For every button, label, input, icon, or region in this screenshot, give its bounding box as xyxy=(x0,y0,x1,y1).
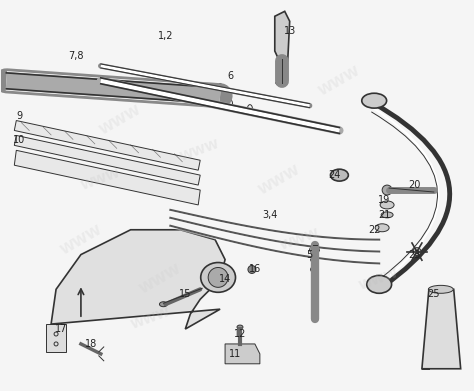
Polygon shape xyxy=(14,150,200,205)
Text: WWW: WWW xyxy=(278,226,321,253)
Polygon shape xyxy=(275,11,290,66)
Ellipse shape xyxy=(381,212,393,218)
Text: 9: 9 xyxy=(16,111,22,120)
Text: 24: 24 xyxy=(328,170,341,180)
FancyArrowPatch shape xyxy=(372,107,438,283)
Polygon shape xyxy=(14,120,200,170)
Ellipse shape xyxy=(159,302,167,307)
Text: WWW: WWW xyxy=(79,167,122,193)
Text: 10: 10 xyxy=(13,135,26,145)
Text: WWW: WWW xyxy=(179,137,222,163)
Polygon shape xyxy=(14,135,200,185)
Text: WWW: WWW xyxy=(256,163,303,197)
Ellipse shape xyxy=(337,127,341,133)
Text: 20: 20 xyxy=(408,180,420,190)
Ellipse shape xyxy=(380,201,394,209)
Ellipse shape xyxy=(201,262,236,292)
Polygon shape xyxy=(422,289,461,369)
Text: 25: 25 xyxy=(428,289,440,299)
Polygon shape xyxy=(225,344,260,364)
Text: 14: 14 xyxy=(219,274,231,284)
Ellipse shape xyxy=(428,285,453,293)
FancyArrowPatch shape xyxy=(372,102,450,288)
Text: 12: 12 xyxy=(234,329,246,339)
Ellipse shape xyxy=(4,73,9,89)
Text: WWW: WWW xyxy=(137,262,184,297)
Ellipse shape xyxy=(330,169,348,181)
Text: WWW: WWW xyxy=(357,266,401,292)
Ellipse shape xyxy=(208,267,228,287)
Ellipse shape xyxy=(276,80,288,86)
Bar xyxy=(46,324,66,352)
Ellipse shape xyxy=(248,265,256,273)
Text: 7,8: 7,8 xyxy=(68,51,84,61)
Text: 18: 18 xyxy=(85,339,97,349)
Polygon shape xyxy=(51,230,225,329)
Text: WWW: WWW xyxy=(97,103,144,138)
Text: 3,4: 3,4 xyxy=(262,210,277,220)
Text: 23: 23 xyxy=(408,249,420,260)
Ellipse shape xyxy=(375,224,389,232)
Text: WWW: WWW xyxy=(58,222,104,257)
Text: WWW: WWW xyxy=(129,306,172,332)
FancyArrowPatch shape xyxy=(372,112,438,278)
Text: 13: 13 xyxy=(283,26,296,36)
Ellipse shape xyxy=(310,246,319,254)
Ellipse shape xyxy=(382,185,392,195)
Text: 5: 5 xyxy=(307,249,313,260)
Text: WWW: WWW xyxy=(316,63,363,98)
Text: 15: 15 xyxy=(179,289,191,299)
Text: 16: 16 xyxy=(249,264,261,274)
Text: 21: 21 xyxy=(378,210,390,220)
Text: 6: 6 xyxy=(227,71,233,81)
Text: 17: 17 xyxy=(55,324,67,334)
Ellipse shape xyxy=(367,275,392,293)
Ellipse shape xyxy=(413,248,421,256)
Text: 11: 11 xyxy=(229,349,241,359)
Ellipse shape xyxy=(237,325,243,329)
Text: 19: 19 xyxy=(378,195,390,205)
Text: 1,2: 1,2 xyxy=(158,31,173,41)
Text: 22: 22 xyxy=(368,225,381,235)
Ellipse shape xyxy=(362,93,387,108)
